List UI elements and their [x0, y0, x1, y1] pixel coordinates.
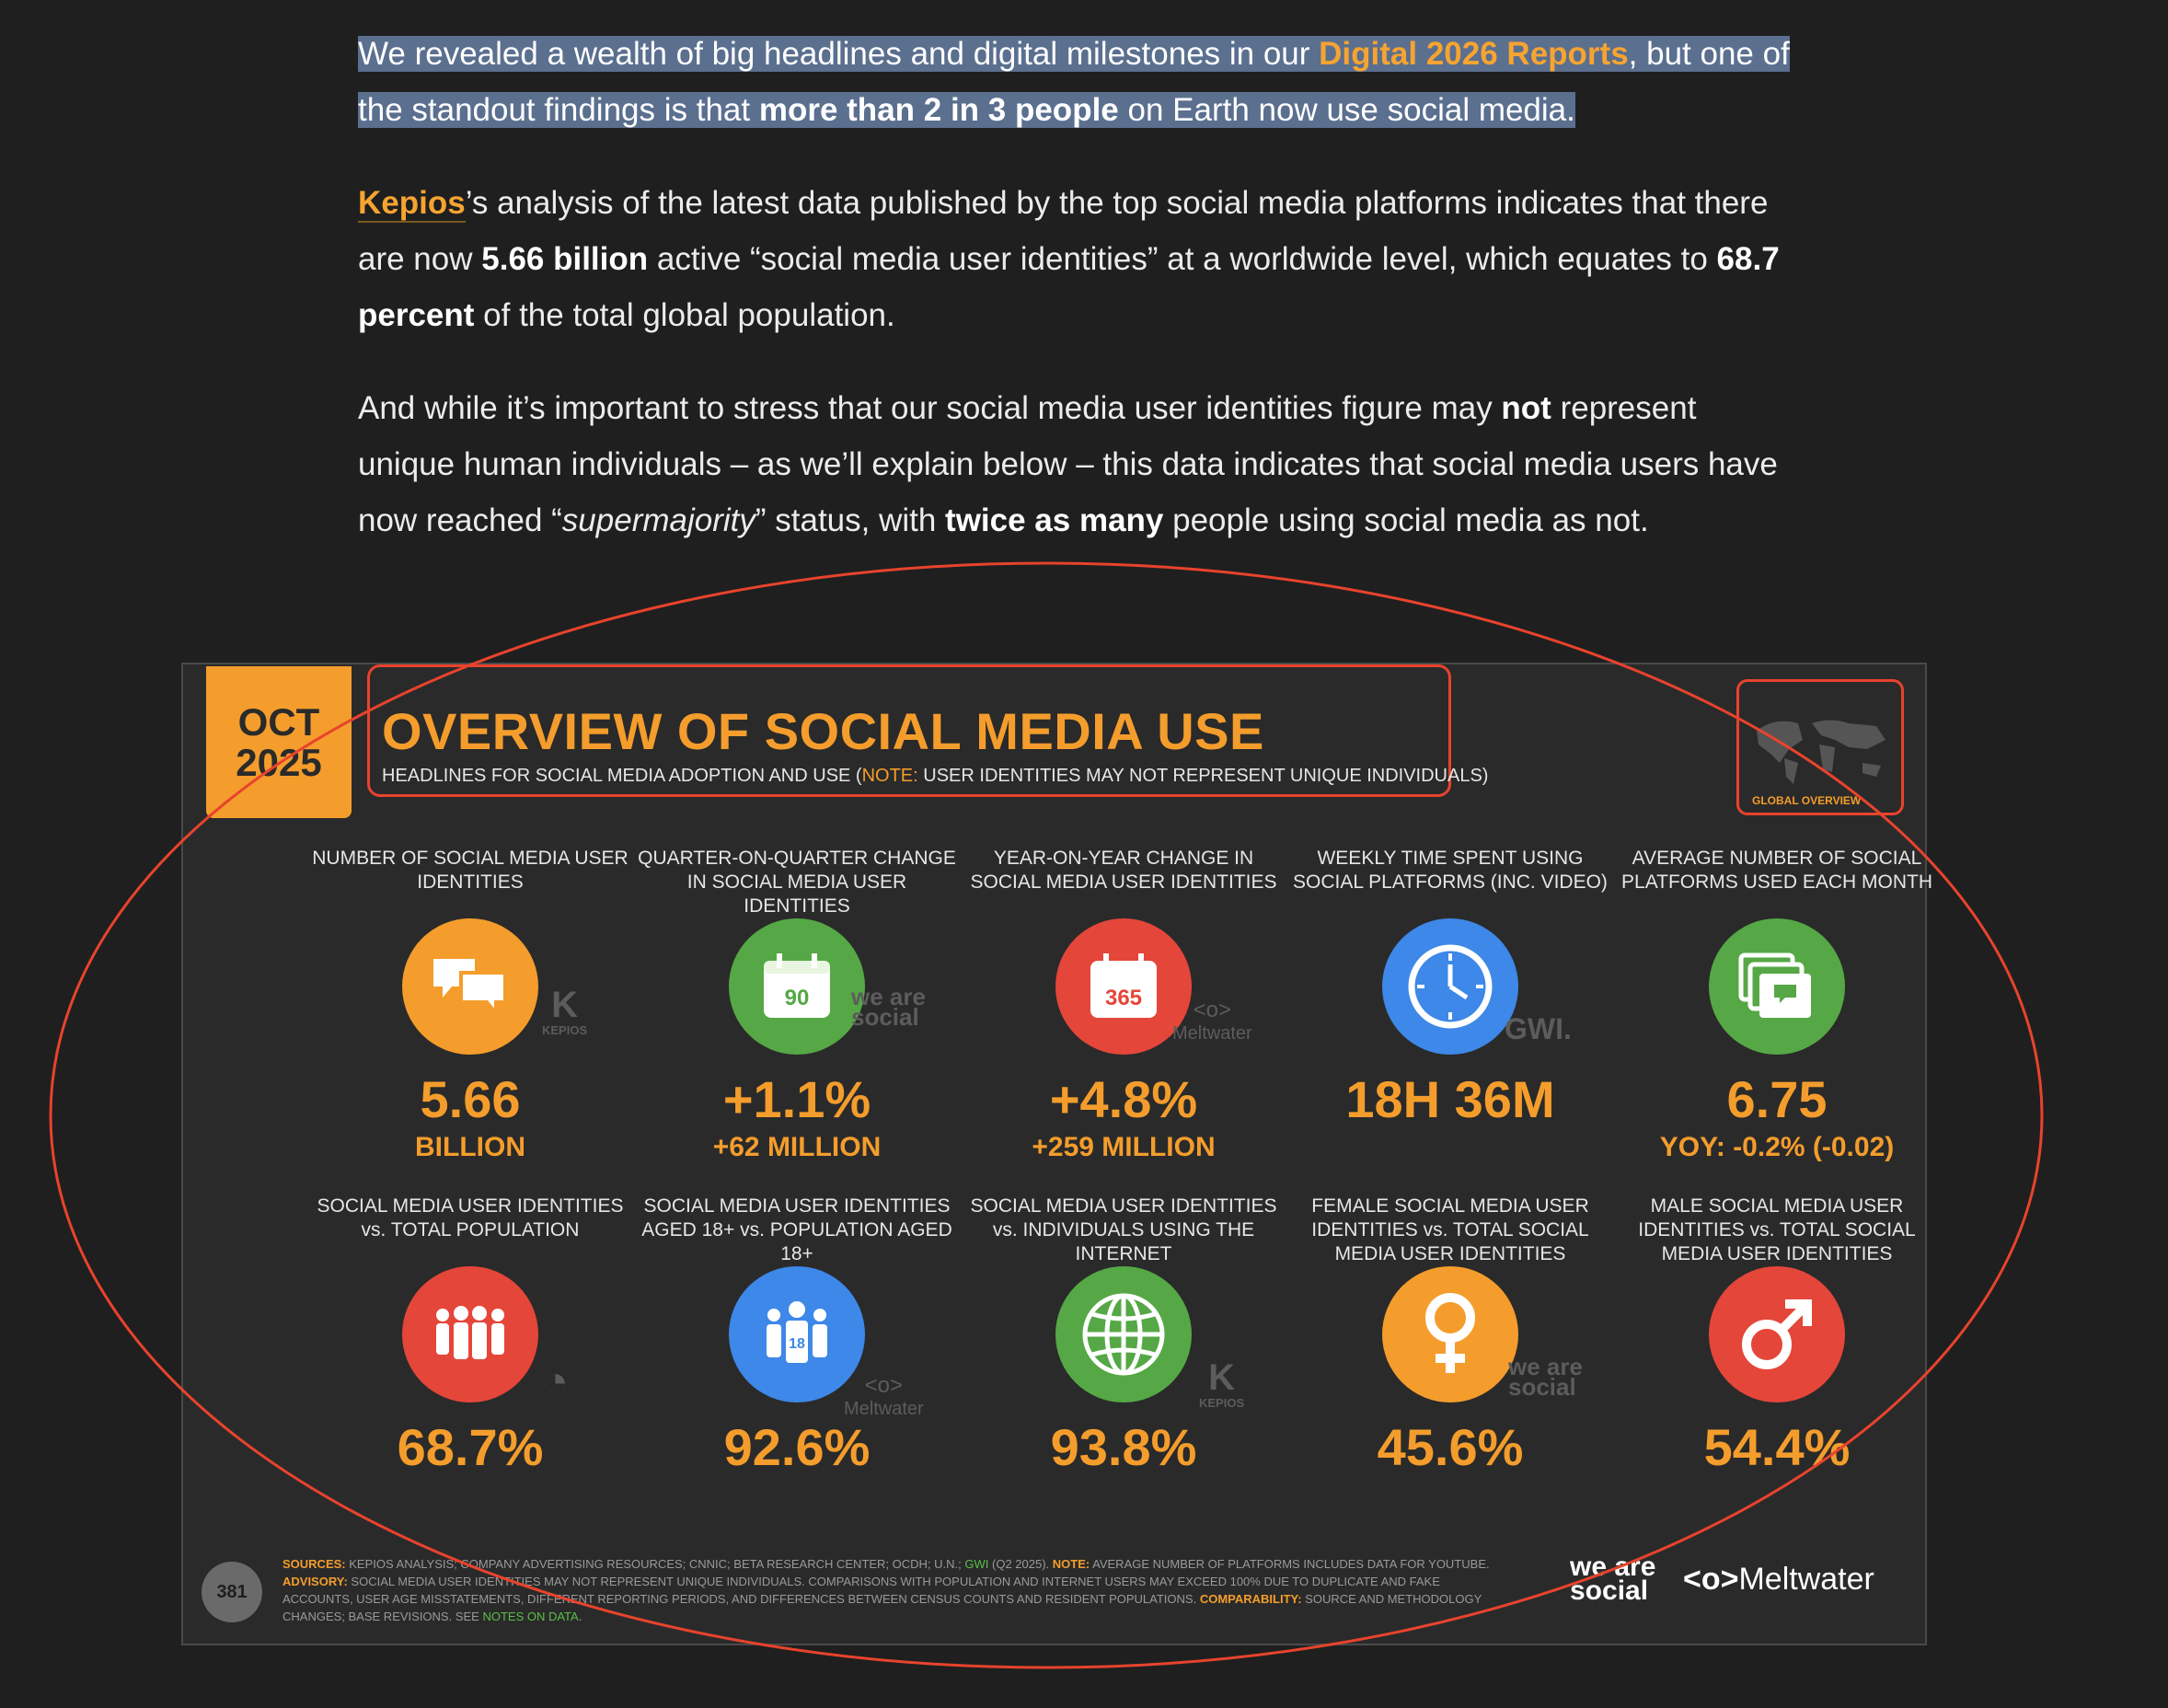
digital-2026-reports-link[interactable]: Digital 2026 Reports: [1319, 36, 1629, 72]
stat-vs-total-population: SOCIAL MEDIA USER IDENTITIES vs. TOTAL P…: [317, 1195, 624, 1476]
we-are-social-logo: we are social: [1508, 1353, 1583, 1401]
globe-icon: [1055, 1266, 1192, 1402]
clock-icon: [1382, 918, 1518, 1055]
paragraph-1: We revealed a wealth of big headlines an…: [358, 26, 1793, 138]
footer-sources: SOURCES: KEPIOS ANALYSIS; COMPANY ADVERT…: [283, 1557, 1490, 1623]
kepios-logo: K KEPIOS: [542, 985, 588, 1037]
paragraph-2: Kepios’s analysis of the latest data pub…: [358, 185, 1780, 333]
stacked-windows-icon: [1709, 918, 1845, 1055]
stat-average-platforms: AVERAGE NUMBER OF SOCIAL PLATFORMS USED …: [1621, 848, 1932, 1162]
kepios-link[interactable]: Kepios: [358, 185, 466, 223]
kepios-logo: K KEPIOS: [1199, 1357, 1245, 1410]
paragraph-3: And while it’s important to stress that …: [358, 390, 1778, 538]
stat-aged-18-plus: SOCIAL MEDIA USER IDENTITIES AGED 18+ vs…: [641, 1195, 952, 1476]
stat-weekly-time-spent: WEEKLY TIME SPENT USING SOCIAL PLATFORMS…: [1293, 848, 1608, 1128]
global-overview-label: GLOBAL OVERVIEW: [1752, 794, 1862, 807]
infographic-subtitle: HEADLINES FOR SOCIAL MEDIA ADOPTION AND …: [382, 766, 1489, 786]
calendar-365-icon: 365: [1055, 918, 1192, 1055]
male-symbol-icon: [1709, 1266, 1845, 1402]
calendar-90-icon: 90: [729, 918, 865, 1055]
we-are-social-footer-logo: we are social: [1570, 1552, 1656, 1606]
notes-on-data-link[interactable]: NOTES ON DATA: [482, 1610, 579, 1623]
data-provider-logo-icon: ◔: [542, 1357, 569, 1406]
stat-female-users: FEMALE SOCIAL MEDIA USER IDENTITIES vs. …: [1311, 1195, 1589, 1476]
chat-bubbles-icon: [402, 918, 538, 1055]
stat-male-users: MALE SOCIAL MEDIA USER IDENTITIES vs. TO…: [1638, 1195, 1916, 1476]
highlighted-selection: We revealed a wealth of big headlines an…: [358, 36, 1790, 128]
page-number: 381: [202, 1562, 262, 1622]
people-group-icon: [402, 1266, 538, 1402]
svg-text:90: 90: [785, 986, 810, 1010]
article-body: We revealed a wealth of big headlines an…: [358, 26, 1793, 585]
female-symbol-icon: [1382, 1266, 1518, 1402]
infographic-card: OCT 2025 OVERVIEW OF SOCIAL MEDIA USE HE…: [181, 663, 1932, 1645]
date-badge: OCT 2025: [206, 666, 352, 818]
meltwater-logo: <o> Meltwater: [1172, 998, 1252, 1044]
svg-text:365: 365: [1105, 986, 1142, 1010]
infographic-title: OVERVIEW OF SOCIAL MEDIA USE: [382, 702, 1264, 760]
we-are-social-logo: we are social: [851, 983, 926, 1031]
svg-text:18: 18: [789, 1336, 805, 1352]
gwi-logo: GWI.: [1505, 1012, 1572, 1045]
meltwater-footer-logo: <o>Meltwater: [1683, 1562, 1874, 1597]
meltwater-logo: <o> Meltwater: [844, 1373, 924, 1419]
stat-vs-internet-users: SOCIAL MEDIA USER IDENTITIES vs. INDIVID…: [970, 1195, 1277, 1476]
